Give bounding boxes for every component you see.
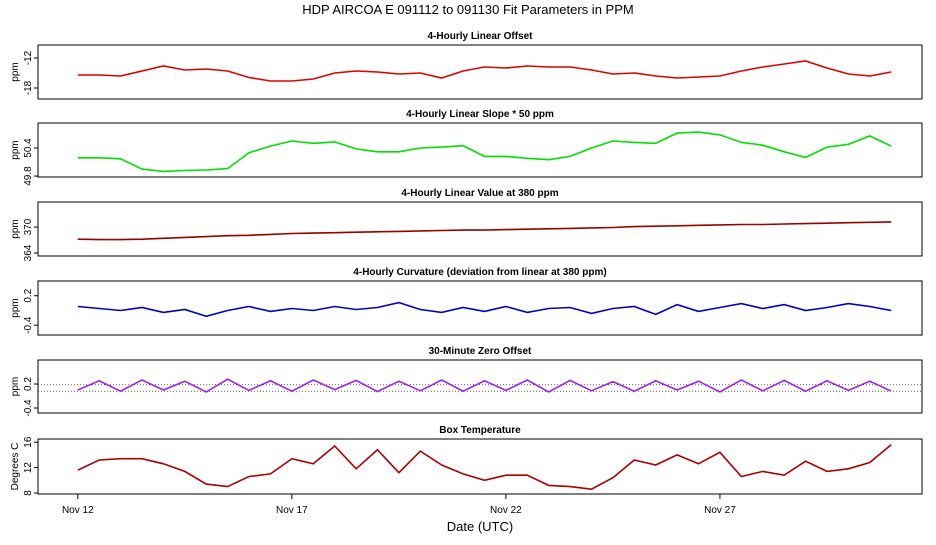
x-axis-label: Date (UTC): [447, 519, 513, 534]
x-tick-label: Nov 22: [490, 505, 522, 516]
panel-title: 4-Hourly Linear Offset: [427, 31, 533, 42]
x-tick-label: Nov 12: [62, 505, 94, 516]
data-line: [77, 301, 892, 318]
panel-title: 4-Hourly Linear Slope * 50 ppm: [406, 109, 554, 120]
y-axis-label: ppm: [10, 62, 21, 81]
plot-frame: [37, 44, 923, 100]
y-tick-label: -18: [23, 80, 34, 95]
plot-frame: [37, 122, 923, 178]
y-tick-label: 50.4: [23, 138, 34, 158]
main-title: HDP AIRCOA E 091112 to 091130 Fit Parame…: [302, 2, 633, 17]
plot-frame: [37, 438, 923, 495]
data-line: [77, 444, 892, 491]
y-axis-label: Degrees C: [10, 443, 21, 491]
data-line: [77, 378, 892, 393]
y-tick-label: -0.4: [23, 399, 34, 417]
panel-title: 30-Minute Zero Offset: [429, 346, 532, 357]
panel-title: Box Temperature: [439, 425, 521, 436]
x-tick-label: Nov 27: [704, 505, 736, 516]
y-axis-label: ppm: [10, 219, 21, 238]
plot-frame: [37, 280, 923, 336]
data-line: [77, 221, 892, 241]
y-tick-label: 0.2: [23, 377, 34, 391]
x-tick-label: Nov 17: [276, 505, 308, 516]
y-tick-label: 0.2: [23, 288, 34, 302]
y-tick-label: 370: [23, 218, 34, 235]
data-line: [77, 60, 892, 82]
y-axis-label: ppm: [10, 298, 21, 317]
plot-frame: [37, 359, 923, 414]
panel-title: 4-Hourly Linear Value at 380 ppm: [401, 188, 558, 199]
y-tick-label: 8: [23, 490, 34, 496]
panel-title: 4-Hourly Curvature (deviation from linea…: [353, 267, 606, 278]
y-tick-label: 12: [23, 462, 34, 474]
y-axis-label: ppm: [10, 377, 21, 396]
y-axis-label: ppm: [10, 140, 21, 159]
y-tick-label: 49.8: [23, 166, 34, 186]
y-tick-label: 16: [23, 436, 34, 448]
y-tick-label: 364: [23, 244, 34, 261]
y-tick-label: -12: [23, 50, 34, 65]
y-tick-label: -0.4: [23, 316, 34, 334]
data-line: [77, 131, 892, 173]
plot-frame: [37, 201, 923, 257]
